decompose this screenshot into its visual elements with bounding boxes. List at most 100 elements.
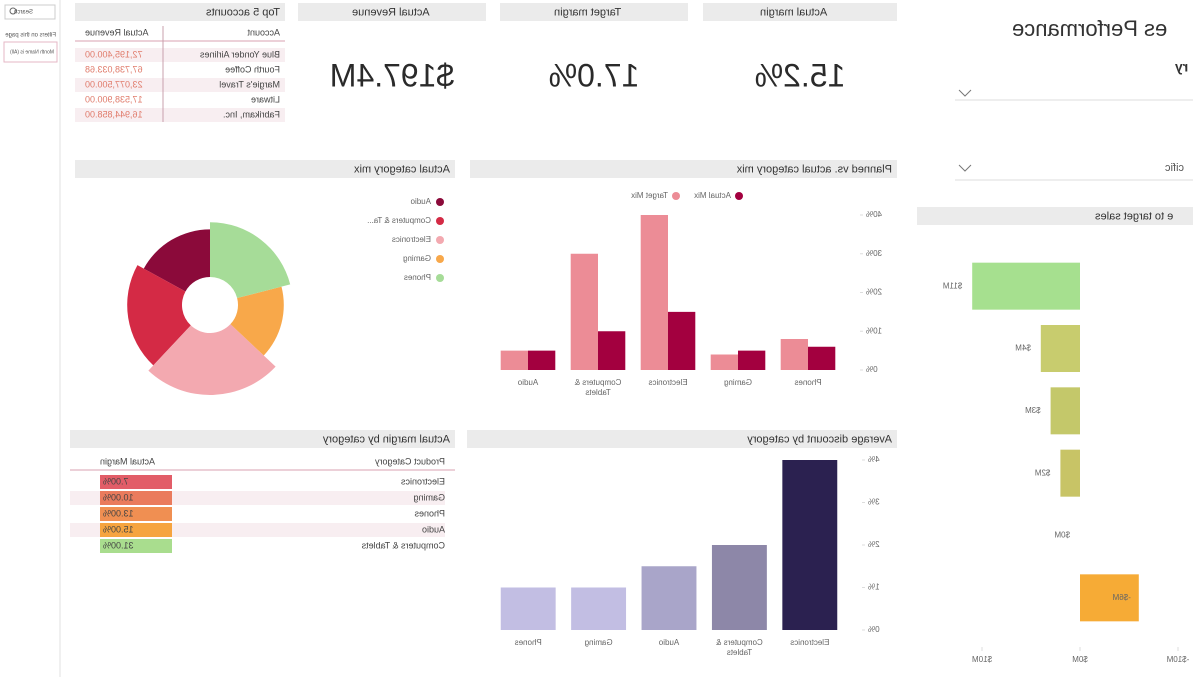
y-tick-label: 3% [868,498,880,507]
panel-title: Average discount by category [747,433,892,445]
panel-header [500,3,688,21]
column-header: Product Category [374,456,445,466]
table-cell: 16,944,858.00 [85,109,143,119]
data-label: -$6M [1112,593,1131,602]
x-tick-label: Audio [517,378,539,387]
x-tick-label: Computers & Tablets [574,378,622,397]
column-header: Actual Revenue [85,27,149,37]
bar [598,331,626,370]
legend-label: Actual Mix [694,191,731,200]
donut-slice [210,222,291,299]
panel-title: Actual category mix [354,163,450,175]
cell-color [100,523,172,537]
table-cell: Gaming [413,492,445,502]
filter-item: Month Name is (All) [10,49,54,55]
panel-header [467,430,897,448]
legend-marker [672,192,680,200]
x-tick-label-box: Electronics [790,638,829,647]
filters-title: Filters on this page [5,33,56,39]
table-cell: Blue Yonder Airlines [199,49,280,59]
bar [1060,449,1080,497]
x-tick-label-box: Electronics [648,378,688,387]
donut-slice [230,286,284,356]
table-cell: 15.00% [103,524,134,534]
y-tick-label: 0% [868,625,880,634]
legend-label: Computers & Ta... [367,216,431,225]
legend-marker [436,274,444,282]
table-cell: Phones [414,508,445,518]
bar [500,350,528,370]
legend-marker [436,255,444,263]
panel-title: Actual margin by category [322,433,450,445]
table-cell: 10.00% [103,492,134,502]
kpi-value: 15.2% [755,57,846,93]
x-tick-label-box: Phones [514,638,542,647]
column-header: Actual Margin [100,456,155,466]
row-background [75,48,285,62]
x-tick-label-box: Computers & Tablets [574,378,622,397]
panel-title: Top 5 accounts [206,6,280,18]
y-tick-label: 2% [868,540,880,549]
x-tick-label: Gaming [724,378,753,387]
donut-slice [127,265,191,366]
legend-label: Gaming [403,254,431,263]
x-tick-label-box: Gaming [584,638,613,647]
legend-label: Target Mix [631,191,668,200]
x-tick-label: Phones [514,638,542,647]
donut-slice [148,324,276,396]
bar [1080,574,1139,622]
search-icon [9,7,17,15]
column-header: Account [247,27,280,37]
bar [570,253,598,370]
bar [780,339,808,370]
bar [710,354,738,370]
table-cell: Fabrikam, Inc. [223,109,280,119]
panel-header [70,430,455,448]
bar [711,545,767,630]
x-tick-label: Gaming [584,638,613,647]
dropdown-chevron[interactable] [958,89,972,97]
bar [528,350,556,370]
table-cell: Fourth Coffee [225,64,280,74]
bar [972,262,1080,310]
filter-card[interactable] [3,41,58,63]
bar [571,587,627,630]
x-tick-label: Electronics [648,378,688,387]
table-cell: 72,195,400.00 [85,49,143,59]
slicer-value: cific [1165,162,1184,174]
bar [1050,387,1080,435]
report-title: es Performance [1012,16,1167,41]
table-cell: Audio [422,524,445,534]
data-label: $0M [1054,531,1070,540]
table-cell: Electronics [400,476,445,486]
x-tick-label-box: Computers & Tablets [716,638,763,657]
kpi-value: $197.4M [330,57,455,93]
data-label: $3M [1025,406,1041,415]
cell-color [100,507,172,521]
y-tick-label: 40% [866,210,882,219]
table-cell: 31.00% [103,540,134,550]
bar [1040,325,1080,372]
cell-color [100,539,172,553]
bar [738,350,766,370]
x-tick-label-box: Audio [659,638,679,647]
panel-header [75,160,455,178]
dropdown-chevron[interactable] [958,164,972,172]
bar [782,460,838,630]
row-background [75,108,285,122]
search-box[interactable] [4,4,56,20]
search-label: Search [14,10,33,16]
panel-header [75,3,285,21]
y-tick-label: 20% [866,288,882,297]
cell-color [100,475,172,489]
panel-header [917,207,1193,225]
y-tick-label: 0% [866,365,878,374]
panel-title: Actual margin [760,6,827,18]
table-cell: 7.00% [103,476,129,486]
panel-title: e to target sales [1095,210,1174,222]
bar [808,346,836,370]
donut-slice [143,229,210,292]
